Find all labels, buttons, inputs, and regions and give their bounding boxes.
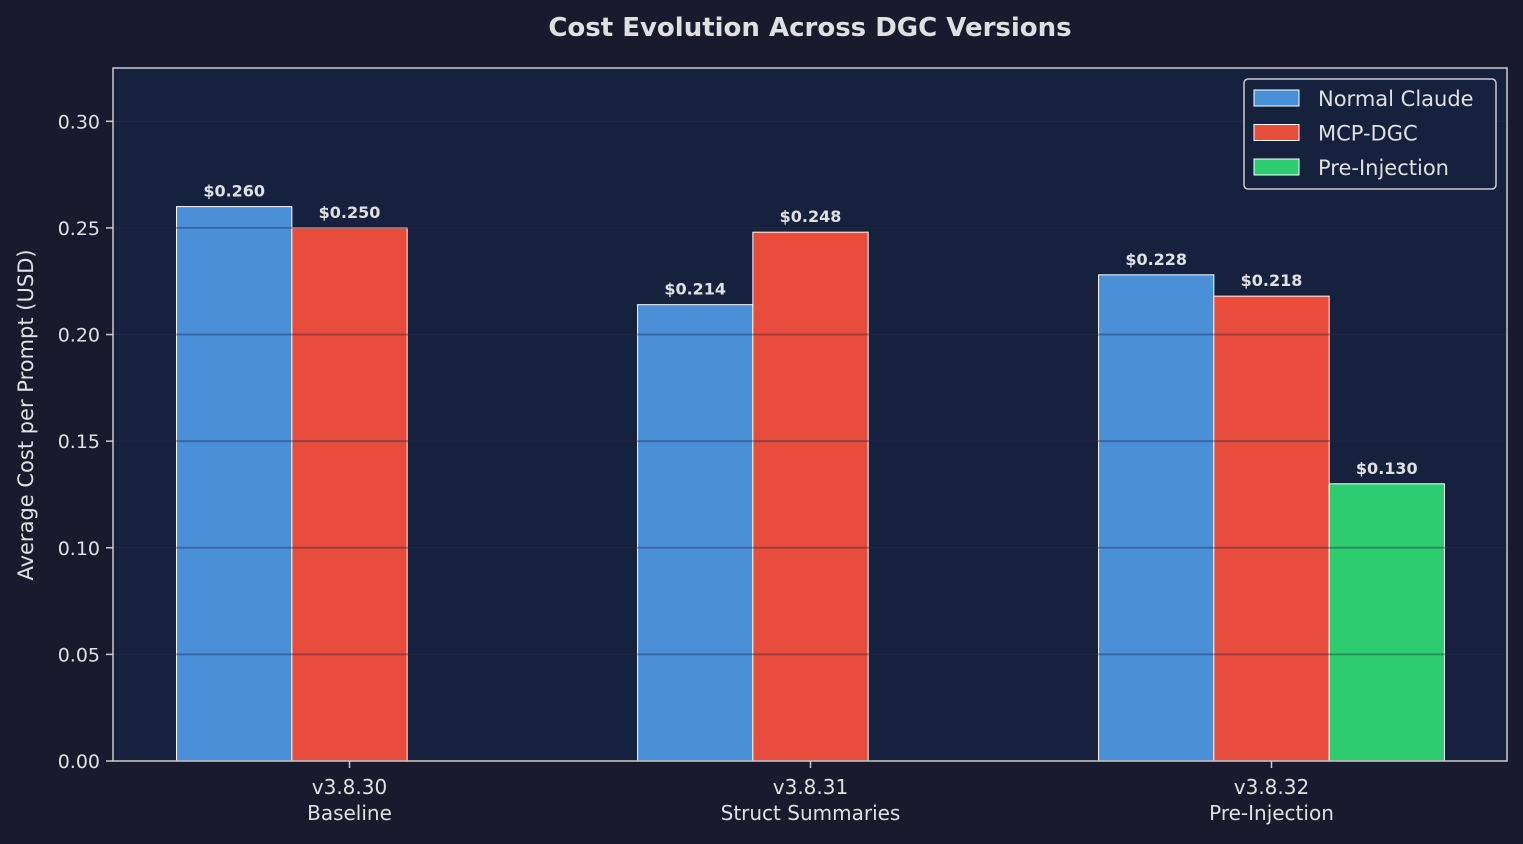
data-label: $0.228 — [1125, 250, 1187, 269]
data-label: $0.218 — [1241, 271, 1303, 290]
y-tick-label: 0.15 — [58, 431, 100, 453]
y-axis-label: Average Cost per Prompt (USD) — [14, 249, 38, 580]
data-label: $0.250 — [319, 203, 381, 222]
x-tick-label: Struct Summaries — [721, 801, 901, 825]
x-tick-label: Pre-Injection — [1209, 801, 1334, 825]
x-tick-label: v3.8.31 — [773, 775, 848, 799]
bar-mcp-dgc — [291, 227, 408, 762]
y-tick-label: 0.25 — [58, 218, 100, 240]
legend-label: Normal Claude — [1318, 87, 1474, 111]
legend-swatch — [1253, 158, 1300, 176]
legend-swatch — [1253, 89, 1300, 107]
legend-box — [1243, 78, 1497, 190]
bar-normal-claude — [176, 206, 293, 762]
legend-label: Pre-Injection — [1318, 156, 1449, 180]
y-tick-label: 0.00 — [58, 751, 100, 773]
bar-mcp-dgc — [752, 231, 869, 762]
bar-pre-injection — [1328, 483, 1445, 762]
legend-swatch — [1253, 124, 1300, 141]
y-tick-label: 0.05 — [58, 644, 100, 666]
bar-normal-claude — [637, 304, 754, 762]
chart-title: Cost Evolution Across DGC Versions — [548, 13, 1071, 43]
x-tick-label: v3.8.30 — [312, 775, 387, 799]
x-tick-label: v3.8.32 — [1234, 775, 1309, 799]
y-tick-label: 0.20 — [58, 325, 100, 347]
data-label: $0.130 — [1356, 459, 1418, 478]
x-tick-label: Baseline — [307, 801, 392, 825]
bar-normal-claude — [1098, 274, 1215, 762]
data-label: $0.214 — [664, 280, 726, 299]
bar-mcp-dgc — [1213, 295, 1330, 762]
legend: Normal Claude MCP-DGC Pre-Injection — [1243, 78, 1497, 190]
data-label: $0.248 — [780, 207, 842, 226]
plot-frame — [112, 67, 1508, 762]
y-tick-label: 0.30 — [58, 111, 100, 133]
legend-label: MCP-DGC — [1318, 122, 1418, 146]
data-label: $0.260 — [203, 182, 265, 201]
y-tick-label: 0.10 — [58, 538, 100, 560]
